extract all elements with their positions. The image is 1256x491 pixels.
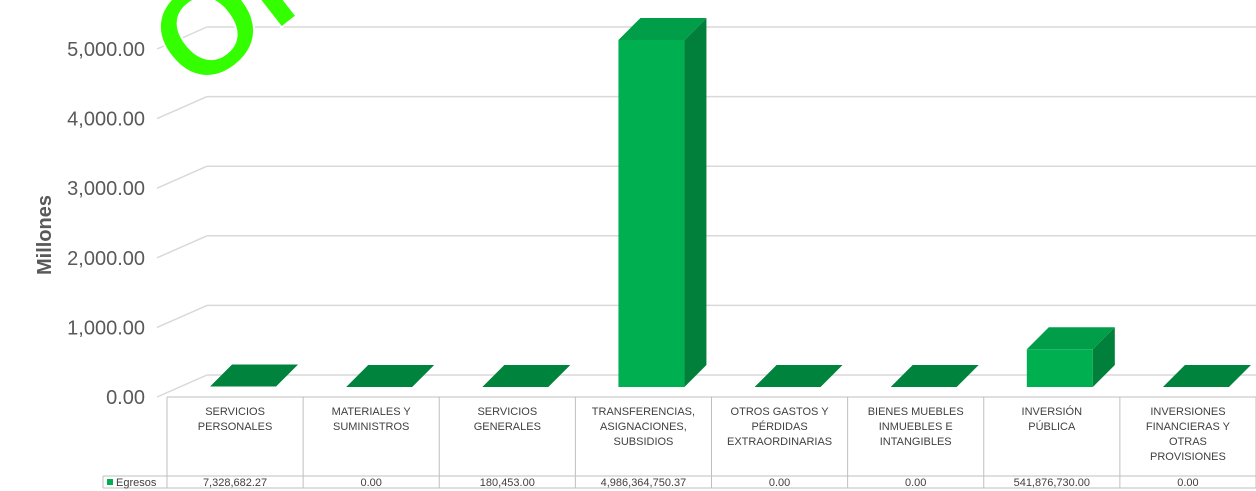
bar bbox=[890, 365, 979, 387]
legend-label: Egresos bbox=[116, 477, 157, 489]
y-tick-label: 0.00 bbox=[106, 387, 145, 409]
data-label: 0.00 bbox=[360, 477, 381, 489]
gridline-side bbox=[156, 26, 208, 50]
data-label: 7,328,682.27 bbox=[203, 477, 267, 489]
y-tick-label: 5,000.00 bbox=[67, 39, 145, 61]
bar bbox=[754, 365, 843, 387]
x-category-label: MATERIALES Y SUMINISTROS bbox=[332, 406, 412, 433]
y-tick-label: 4,000.00 bbox=[67, 109, 145, 131]
data-label: 0.00 bbox=[905, 477, 926, 489]
x-category-label: SERVICIOS PERSONALES bbox=[198, 406, 273, 433]
bar-top bbox=[1162, 365, 1251, 387]
bar bbox=[1026, 327, 1115, 387]
y-tick-label: 2,000.00 bbox=[67, 248, 145, 270]
x-category-label: OTROS GASTOS Y PÉRDIDAS EXTRAORDINARIAS bbox=[727, 406, 832, 448]
bar-top bbox=[210, 364, 299, 387]
y-axis-label: Millones bbox=[34, 195, 56, 275]
data-label: 180,453.00 bbox=[480, 477, 535, 489]
legend-swatch bbox=[107, 479, 113, 485]
gridline-side bbox=[156, 235, 208, 259]
bar bbox=[346, 365, 435, 387]
data-label: 0.00 bbox=[769, 477, 790, 489]
bar-top bbox=[754, 365, 843, 387]
data-table: Egresos SERVICIOS PERSONALES 7,328,682.27 MA… bbox=[102, 396, 1256, 489]
bar-side bbox=[1092, 327, 1115, 387]
x-category-label: TRANSFERENCIAS, ASIGNACIONES, SUBSIDIOS bbox=[592, 406, 695, 448]
bar-top bbox=[618, 17, 707, 40]
data-label: 0.00 bbox=[1177, 477, 1198, 489]
y-tick-label: 3,000.00 bbox=[67, 178, 145, 200]
x-category-label: SERVICIOS GENERALES bbox=[474, 406, 541, 433]
bar-top bbox=[1026, 327, 1115, 350]
bar-top bbox=[482, 364, 571, 387]
bar-front bbox=[1026, 349, 1093, 387]
bar bbox=[482, 364, 571, 387]
bar bbox=[210, 364, 299, 387]
bar-top bbox=[346, 365, 435, 387]
x-category-label: INVERSIÓN PÚBLICA bbox=[1022, 405, 1083, 433]
x-category-label: INVERSIONES FINANCIERAS Y OTRAS PROVISIONES bbox=[1146, 406, 1231, 463]
data-label: 4,986,364,750.37 bbox=[601, 477, 687, 489]
gridline-side bbox=[156, 95, 208, 120]
gridline-side bbox=[156, 304, 208, 329]
gridline-side bbox=[156, 374, 208, 398]
bar-side bbox=[684, 17, 707, 388]
bar-front bbox=[618, 39, 685, 388]
y-axis-ticks: 0.00 1,000.00 2,000.00 3,000.00 4,000.00 5,00… bbox=[67, 39, 145, 409]
bar-top bbox=[890, 365, 979, 387]
bar bbox=[1162, 365, 1251, 387]
data-label: 541,876,730.00 bbox=[1014, 477, 1090, 489]
gridline-side bbox=[156, 165, 208, 189]
bar bbox=[618, 17, 707, 388]
x-category-label: BIENES MUEBLES INMUEBLES E INTANGIBLES bbox=[868, 406, 964, 448]
y-tick-label: 1,000.00 bbox=[67, 317, 145, 339]
bars bbox=[210, 17, 1251, 388]
